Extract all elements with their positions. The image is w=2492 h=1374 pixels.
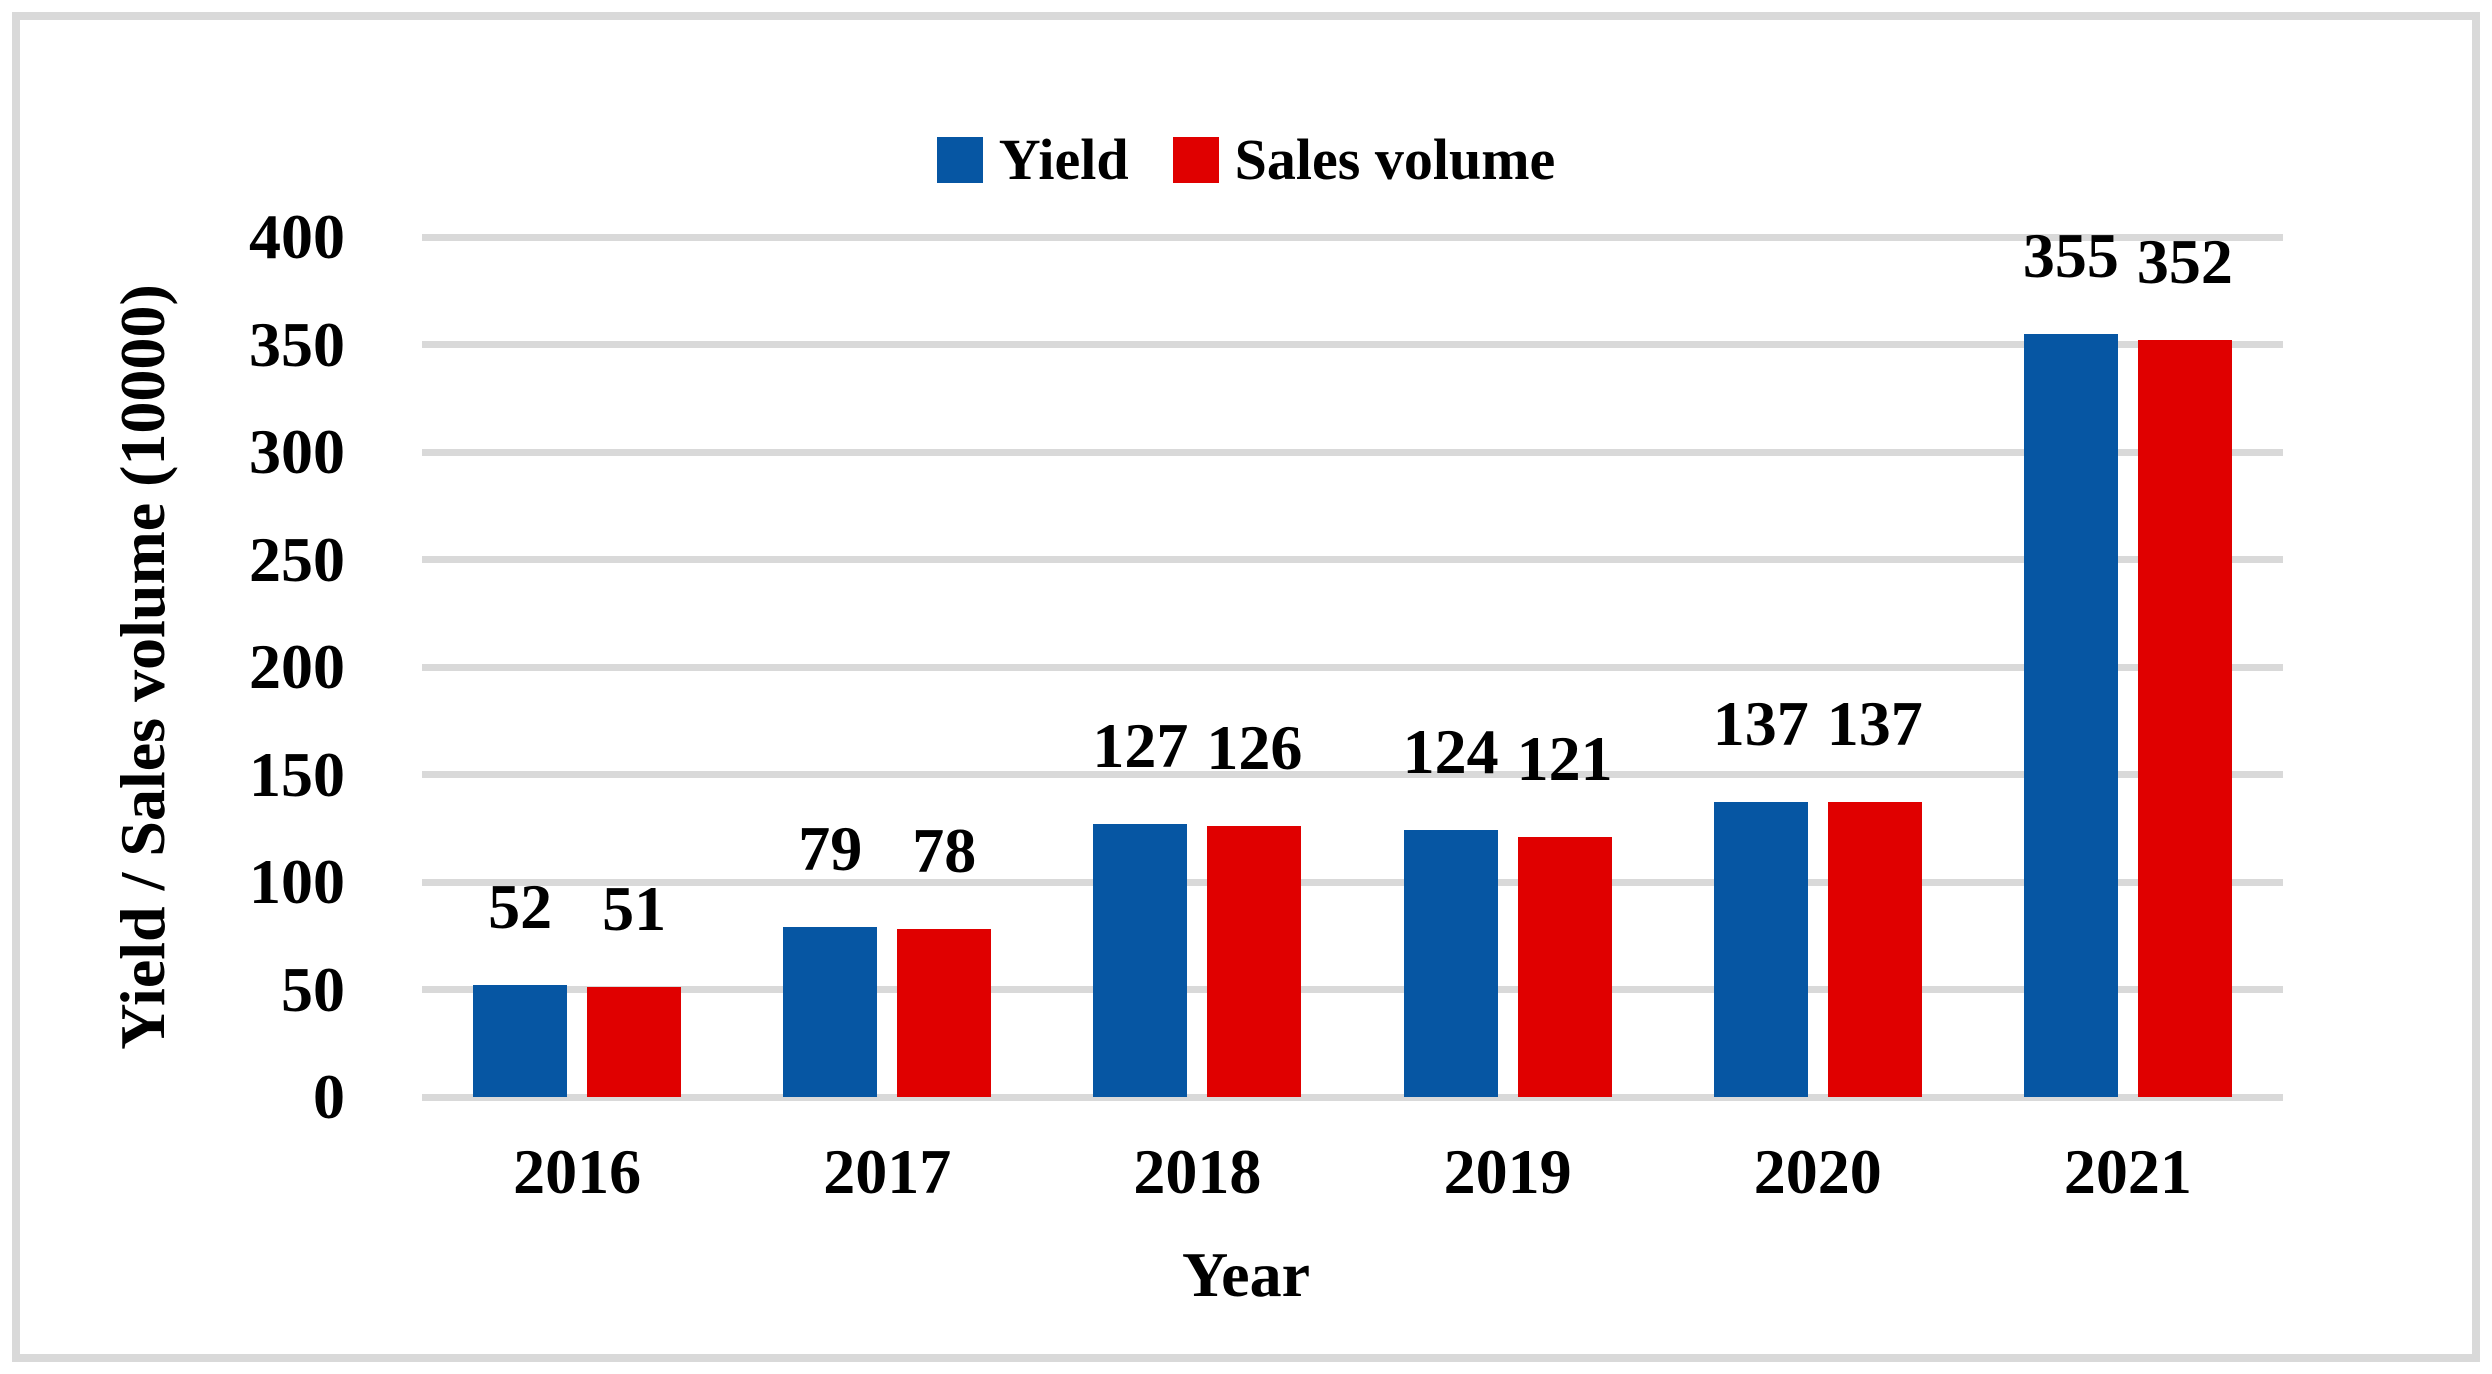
data-label: 124 (1402, 716, 1499, 788)
bar-yield-2018 (1093, 823, 1188, 1097)
data-label: 355 (2022, 219, 2119, 291)
bar-sales-volume-2019 (1517, 836, 1612, 1097)
data-label: 137 (1712, 688, 1809, 760)
x-tick-label: 2018 (1133, 1136, 1262, 1207)
y-tick-label: 50 (281, 953, 345, 1025)
bar-yield-2020 (1713, 802, 1808, 1097)
gridline-400 (422, 233, 2283, 241)
x-tick-label: 2016 (513, 1136, 642, 1207)
gridline-200 (422, 663, 2283, 671)
y-tick-label: 350 (249, 308, 345, 380)
gridline-350 (422, 341, 2283, 348)
legend-item-sales-volume: Sales volume (1172, 126, 1556, 193)
legend-label-yield: Yield (998, 127, 1129, 192)
y-tick-label: 150 (249, 738, 345, 810)
data-label: 352 (2136, 226, 2233, 298)
data-label: 78 (912, 815, 977, 887)
x-axis-title: Year (1182, 1239, 1310, 1310)
x-tick-label: 2017 (823, 1136, 952, 1207)
y-tick-label: 250 (249, 523, 345, 595)
bar-yield-2017 (783, 927, 878, 1097)
data-label: 126 (1206, 712, 1303, 784)
gridline-100 (422, 878, 2283, 886)
data-label: 52 (488, 871, 553, 943)
y-tick-label: 400 (249, 201, 345, 272)
bar-yield-2021 (2023, 333, 2118, 1097)
y-tick-label: 200 (249, 631, 345, 702)
gridline-300 (422, 448, 2283, 456)
bar-yield-2016 (473, 985, 568, 1097)
data-label: 127 (1092, 709, 1189, 781)
data-label: 51 (602, 873, 667, 945)
y-tick-label: 0 (313, 1061, 345, 1132)
bar-yield-2019 (1403, 830, 1498, 1097)
bar-sales-volume-2020 (1827, 802, 1922, 1097)
legend-label-sales-volume: Sales volume (1234, 127, 1556, 192)
bar-sales-volume-2018 (1207, 826, 1302, 1097)
y-tick-label: 100 (249, 846, 345, 917)
bar-sales-volume-2017 (897, 929, 992, 1097)
data-label: 79 (798, 813, 863, 885)
data-label: 121 (1516, 722, 1613, 794)
x-tick-label: 2020 (1753, 1136, 1882, 1207)
bar-sales-volume-2021 (2137, 340, 2232, 1097)
gridline-0 (422, 1093, 2283, 1101)
legend: Yield Sales volume (0, 126, 2492, 193)
x-tick-label: 2019 (1443, 1136, 1572, 1207)
legend-item-yield: Yield (936, 126, 1129, 193)
x-tick-label: 2021 (2063, 1136, 2192, 1207)
sales-volume-swatch-icon (1172, 136, 1219, 183)
gridline-250 (422, 556, 2283, 563)
y-tick-label: 300 (249, 416, 345, 487)
gridline-150 (422, 771, 2283, 778)
bar-sales-volume-2016 (587, 987, 682, 1097)
data-label: 137 (1826, 688, 1923, 760)
gridline-50 (422, 986, 2283, 993)
yield-swatch-icon (936, 136, 983, 183)
